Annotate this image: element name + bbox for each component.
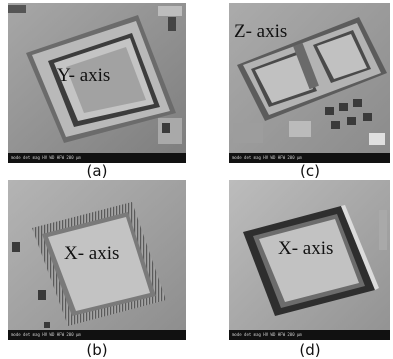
sem-image-b (8, 180, 186, 340)
sem-panel-b: mode det mag HV WD HFW 200 µm X- axis (8, 180, 186, 340)
sem-image-c (229, 3, 390, 163)
caption-b: (b) (86, 341, 108, 359)
sem-panel-c: mode det mag HV WD HFW 200 µm Z- axis (229, 3, 390, 163)
caption-d: (d) (299, 341, 321, 359)
caption-a: (a) (86, 162, 108, 180)
sem-image-d (229, 180, 390, 340)
axis-label-c: Z- axis (234, 21, 288, 42)
caption-c: (c) (300, 162, 320, 180)
sem-databar: mode det mag HV WD HFW 200 µm (229, 153, 390, 163)
sem-panel-d: mode det mag HV WD HFW 200 µm X- axis (229, 180, 390, 340)
sem-image-a (8, 3, 186, 163)
sem-databar: mode det mag HV WD HFW 200 µm (229, 330, 390, 340)
axis-label-d: X- axis (278, 238, 334, 259)
sem-panel-a: mode det mag HV WD HFW 200 µm Y- axis (8, 3, 186, 163)
axis-label-b: X- axis (64, 243, 120, 264)
sem-databar: mode det mag HV WD HFW 200 µm (8, 330, 186, 340)
sem-databar: mode det mag HV WD HFW 200 µm (8, 153, 186, 163)
axis-label-a: Y- axis (57, 65, 111, 86)
